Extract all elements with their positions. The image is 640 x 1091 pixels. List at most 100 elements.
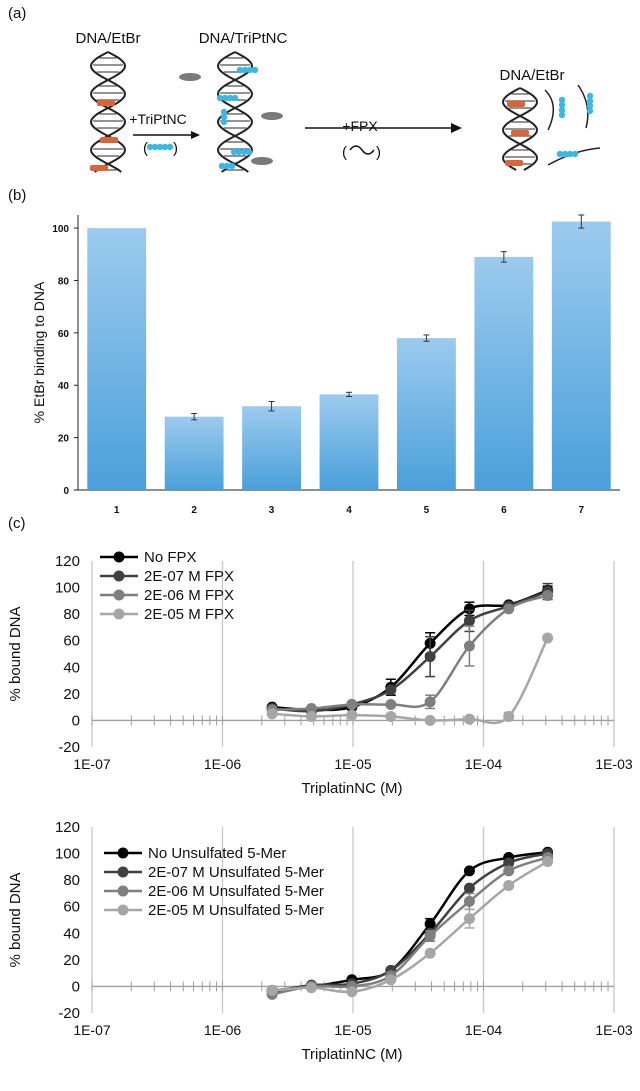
bar-chart: 0 20 40 60 80 100 % EtBr binding to DNA 1 2 3 4 5 6 7	[31, 214, 620, 516]
data-point	[346, 698, 358, 710]
data-point	[385, 684, 397, 696]
data-point	[463, 615, 475, 627]
x-tick-label: 2	[191, 505, 197, 516]
etbr-marker	[505, 160, 523, 166]
data-point	[424, 947, 436, 959]
polymer-symbol	[349, 145, 375, 155]
arrow2-paren: (	[342, 144, 347, 161]
bar	[242, 406, 301, 490]
triptnc-bead	[558, 101, 566, 109]
data-point	[424, 918, 436, 930]
x-tick-label: 1E-04	[465, 1022, 503, 1038]
triptnc-bead	[226, 94, 234, 102]
helix-right-strand	[501, 87, 539, 171]
triptnc-bead	[586, 107, 594, 115]
data-point	[424, 651, 436, 663]
x-tick-label: 1E-06	[204, 756, 242, 772]
etbr-marker	[507, 101, 525, 107]
triptnc-bead	[166, 143, 174, 151]
x-axis-title: TriplatinNC (M)	[301, 1046, 402, 1063]
triptnc-bead	[558, 111, 566, 119]
triptnc-bead	[240, 148, 248, 156]
line-chart-fpx: 1E-07 1E-06 1E-05 1E-04 1E-03 -20 0 20 40 60 80 100…	[7, 549, 633, 797]
bar	[87, 228, 147, 490]
bar	[551, 221, 611, 491]
legend-label: 2E-05 M Unsulfated 5-Mer	[148, 902, 324, 919]
triptnc-bead	[221, 94, 229, 102]
etbr-marker	[100, 137, 118, 143]
triptnc-bead	[156, 143, 164, 151]
y-tick-label: 40	[63, 925, 80, 942]
drug-ellipse	[179, 73, 201, 81]
triptnc-bead	[146, 143, 154, 151]
x-tick-label: 1E-05	[334, 1022, 372, 1038]
y-tick-label: 20	[63, 952, 80, 969]
helix-right-strand	[501, 87, 539, 171]
legend-label: 2E-05 M FPX	[144, 606, 234, 623]
y-tick-label: 40	[63, 659, 80, 676]
data-point	[346, 986, 358, 998]
data-point	[463, 913, 475, 925]
data-point	[424, 714, 436, 726]
triptnc-bead	[558, 96, 566, 104]
legend-marker	[117, 885, 129, 897]
y-tick-label: -20	[58, 1005, 80, 1022]
data-point	[463, 882, 475, 894]
triptnc-bead	[566, 150, 574, 158]
data-point	[503, 879, 515, 891]
helix-left-strand	[89, 51, 127, 173]
data-point	[346, 709, 358, 721]
x-tick-label: 1	[114, 505, 120, 516]
y-tick-label: 60	[63, 633, 80, 650]
legend-marker	[113, 570, 125, 582]
legend-label: 2E-06 M FPX	[144, 587, 234, 604]
x-tick-label: 1E-04	[465, 756, 503, 772]
data-point	[503, 603, 515, 615]
triptnc-bead	[231, 94, 239, 102]
panel-label-c: (c)	[8, 515, 26, 532]
x-tick-label: 7	[579, 505, 585, 516]
y-axis-title: % bound DNA	[7, 872, 24, 967]
data-point	[305, 982, 317, 994]
triptnc-bead	[220, 118, 228, 126]
data-point	[463, 865, 475, 877]
x-tick-label: 3	[269, 505, 275, 516]
bar	[164, 416, 224, 490]
y-tick-label: 0	[63, 486, 69, 497]
triptnc-bead	[245, 148, 253, 156]
data-point	[385, 698, 397, 710]
triptnc-bead	[220, 108, 228, 116]
data-point	[463, 895, 475, 907]
line-chart-unsulfated: 1E-07 1E-06 1E-05 1E-04 1E-03 -20 0 20 40 60 80 100…	[7, 819, 633, 1063]
bar	[474, 256, 534, 490]
legend-label: 2E-06 M Unsulfated 5-Mer	[148, 883, 324, 900]
x-tick-label: 6	[501, 505, 507, 516]
y-axis-title: % bound DNA	[7, 606, 24, 701]
data-point	[266, 708, 278, 720]
triptnc-bead	[561, 150, 569, 158]
triptnc-bead	[586, 102, 594, 110]
x-tick-label: 1E-07	[73, 756, 111, 772]
etbr-marker	[90, 165, 108, 171]
triptnc-bead	[241, 66, 249, 74]
etbr-marker	[97, 100, 115, 106]
data-point	[542, 856, 554, 868]
legend-marker	[117, 866, 129, 878]
data-point	[463, 713, 475, 725]
helix-left-strand	[89, 51, 127, 173]
y-tick-label: 20	[58, 434, 70, 445]
data-point	[385, 974, 397, 986]
y-tick-label: 80	[63, 872, 80, 889]
arrow2-label: +FPX	[342, 118, 378, 134]
data-point	[503, 865, 515, 877]
y-tick-label: 100	[55, 846, 80, 863]
y-axis-title: % EtBr binding to DNA	[31, 281, 47, 423]
bar	[397, 338, 456, 490]
arrow1-paren: )	[173, 140, 178, 157]
triptnc-bead	[571, 150, 579, 158]
schematic-label-mid: DNA/TriPtNC	[199, 30, 288, 47]
x-tick-label: 5	[424, 505, 430, 516]
y-tick-label: 60	[58, 329, 70, 340]
y-tick-label: 0	[72, 978, 80, 995]
data-point	[542, 590, 554, 602]
